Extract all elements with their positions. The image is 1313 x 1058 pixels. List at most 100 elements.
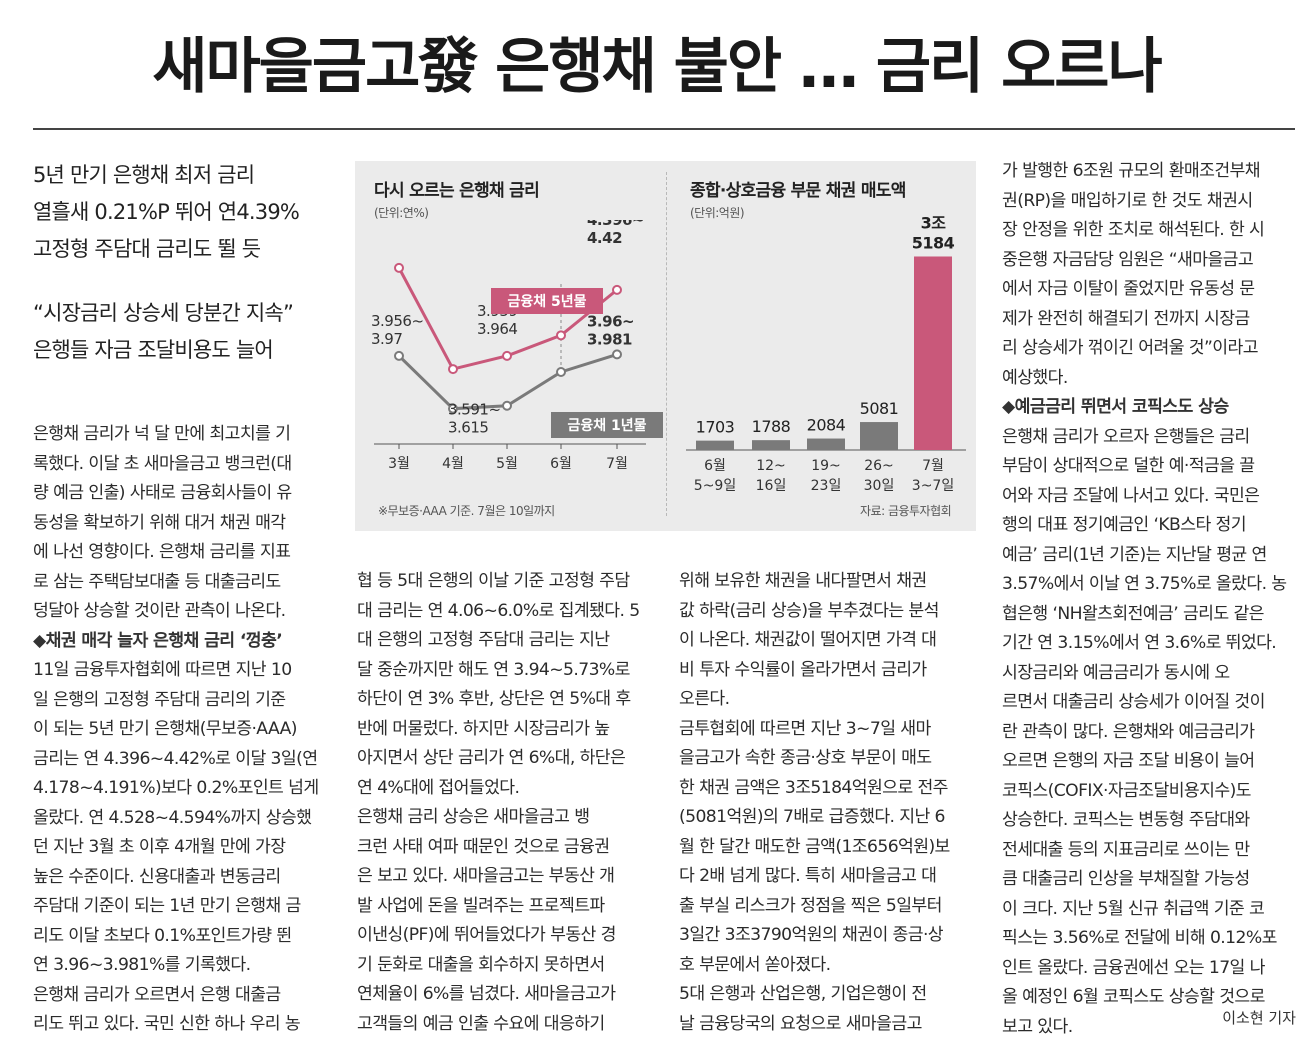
bar-value-label: 3조 5184 [912,213,955,252]
text-line: 대 은행의 고정형 주담대 금리는 지난 [357,630,610,650]
text-line: 발 사업에 돈을 빌려주는 프로젝트파 [357,895,605,916]
line-chart-note: ※무보증·AAA 기준. 7월은 10일까지 [378,504,555,518]
text-line: 11일 금융투자협회에 따르면 지난 10 [33,660,292,680]
text-line: 협은행 ‘NH왈츠회전예금’ 금리도 같은 [1002,603,1264,624]
bar-value-label: 5081 [860,399,899,418]
chart-divider [666,172,667,516]
text-line: 월 한 달간 매도한 금액(1조656억원)보 [679,836,950,857]
data-point [448,403,458,414]
headline-rule [33,128,1295,130]
text-line: 금리는 연 4.396~4.42%로 이달 3일(연 [33,748,318,769]
x-tick-label: 19~ 23일 [811,458,842,494]
text-line: 아지면서 상단 금리가 연 6%대, 하단은 [357,748,626,768]
text-line: 던 지난 3월 초 이후 4개월 만에 가장 [33,837,286,857]
text-line: 호 부문에서 쏟아졌다. [679,954,831,975]
text-line: 오른다. [679,689,730,709]
series-legend-pill [491,288,603,314]
deck-block-1: 5년 만기 은행채 최저 금리 열흘새 0.21%P 뛰어 연4.39% 고정형 주… [33,157,333,268]
text-line: 값 하락(금리 상승)을 부추겼다는 분석 [679,600,939,621]
bar [696,440,734,450]
data-point [448,364,458,375]
text-line: 달 중순까지만 해도 연 3.94~5.73%로 [357,659,630,680]
headline: 새마을금고發 은행채 불안 … 금리 오르나 [152,32,1162,102]
text-line: 연 3.96~3.981%를 기록했다. [33,955,251,975]
data-point [556,367,566,377]
text-line: 전세대출 등의 지표금리로 쓰이는 만 [1002,839,1250,860]
text-line: 크런 사태 여파 때문인 것으로 금융권 [357,836,610,857]
text-line: 연 4%대에 접어들었다. [357,777,520,798]
text-line: 비 투자 수익률이 올라가면서 금리가 [679,659,927,680]
text-line: 주담대 기준이 되는 1년 만기 은행채 금 [33,896,301,916]
text-line: 협 등 5대 은행의 이날 기준 고정형 주담 [357,571,630,591]
text-line: 반에 머물렀다. 하지만 시장금리가 높 [357,718,610,739]
bar-value-label: 1703 [696,418,735,437]
line-chart: 3월4월5월6월7월4.528~4.5943.959~3.9644.396~4.… [371,220,663,472]
x-tick-label: 7월 [606,456,628,472]
text-line: ◆채권 매각 늘자 은행채 금리 ‘껑충’ [33,630,283,651]
text-line: 날 금융당국의 요청으로 새마을금고 [679,1013,922,1034]
text-line: 기간 연 3.15%에서 연 3.6%로 뛰었다. [1002,633,1277,653]
text-line: 란 관측이 많다. 은행채와 예금금리가 [1002,721,1255,742]
text-line: 3.57%에서 이날 연 3.75%로 올랐다. 농 [1002,574,1287,594]
text-line: 예상했다. [1002,367,1068,388]
text-line: 위해 보유한 채권을 내다팔면서 채권 [679,571,927,591]
x-tick-label: 3월 [388,456,410,472]
bar-chart-source: 자료: 금융투자협회 [860,504,952,518]
text-line: 이 크다. 지난 5월 신규 취급액 기준 코 [1002,898,1265,919]
deck-block-2: “시장금리 상승세 당분간 지속” 은행들 자금 조달비용도 늘어 [33,295,333,369]
deck-line: “시장금리 상승세 당분간 지속” [33,301,294,325]
line-chart-title: 다시 오르는 은행채 금리 [374,181,540,201]
x-tick-label: 6월 5~9일 [694,458,736,494]
text-line: 리도 이달 초보다 0.1%포인트가량 뛴 [33,925,292,946]
text-line: 이 나온다. 채권값이 떨어지면 가격 대 [679,630,937,650]
text-line: 로 삼는 주택담보대출 등 대출금리도 [33,571,281,592]
text-line: 오르면 은행의 자금 조달 비용이 늘어 [1002,751,1255,771]
x-tick-label: 4월 [442,456,464,472]
text-line: 코픽스(COFIX·자금조달비용지수)도 [1002,780,1251,801]
text-line: 금투협회에 따르면 지난 3~7일 새마 [679,718,931,739]
text-line: 예금’ 금리(1년 기준)는 지난달 평균 연 [1002,544,1267,565]
article-column-2: 협 등 5대 은행의 이날 기준 고정형 주담 대 금리는 연 4.06~6.0%… [357,567,640,1039]
text-line: 상승한다. 코픽스는 변동형 주담대와 [1002,810,1250,830]
series-line [397,352,618,411]
x-tick-label: 12~ 16일 [756,458,787,494]
text-line: 은 보고 있다. 새마을금고는 부동산 개 [357,866,615,886]
data-label: 3.591~ 3.615 [448,401,501,437]
text-line: 가 발행한 6조원 규모의 환매조건부채 [1002,161,1261,181]
text-line: 은행채 금리가 넉 달 만에 최고치를 기 [33,424,291,444]
bar-chart: 1703 6월 5~9일 1788 12~ 16일 2084 19~ 23일 5081 26~ 30일… [686,213,966,494]
text-line: 출 부실 리스크가 정점을 찍은 5일부터 [679,895,942,916]
text-line: 하단이 연 3% 후반, 상단은 연 5%대 후 [357,689,631,709]
series-legend-label: 금융채 5년물 [507,294,586,310]
text-line: 고객들의 예금 인출 수요에 대응하기 [357,1013,605,1034]
text-line: 행의 대표 정기예금인 ‘KB스타 정기 [1002,515,1247,535]
text-line: 장 안정을 위한 조치로 해석된다. 한 시 [1002,220,1265,240]
text-line: 올랐다. 연 4.528~4.594%까지 상승했 [33,807,312,828]
text-line: 동성을 확보하기 위해 대거 채권 매각 [33,512,286,533]
data-label: 3.956~ 3.97 [371,312,424,348]
text-line: 픽스는 3.56%로 전달에 비해 0.12%포 [1002,928,1277,948]
text-line: 에 나선 영향이다. 은행채 금리를 지표 [33,542,291,562]
data-point [394,262,404,273]
bar [860,422,898,450]
text-line: 록했다. 이달 초 새마을금고 뱅크런(대 [33,453,292,474]
text-line: 권(RP)을 매입하기로 한 것도 채권시 [1002,190,1253,211]
deck-line: 열흘새 0.21%P 뛰어 연4.39% [33,200,300,224]
text-line: 리도 뛰고 있다. 국민 신한 하나 우리 농 [33,1014,301,1034]
x-tick-label: 6월 [550,456,572,472]
line-chart-unit: (단위:연%) [374,206,429,220]
bar-chart-title: 종합·상호금융 부문 채권 매도액 [690,181,906,201]
bar-value-label: 1788 [752,417,791,436]
text-line: ◆예금금리 뛰면서 코픽스도 상승 [1002,397,1229,417]
text-line: 제가 완전히 해결되기 전까지 시장금 [1002,308,1250,329]
text-line: 을금고가 속한 종금·상호 부문이 매도 [679,748,932,768]
byline: 이소현 기자 [1222,1009,1296,1027]
data-point [502,350,512,361]
text-line: 이낸싱(PF)에 뛰어들었다가 부동산 경 [357,925,616,945]
text-line: 기 둔화로 대출을 회수하지 못하면서 [357,954,605,975]
text-line: 높은 수준이다. 신용대출과 변동금리 [33,866,281,887]
data-point [612,349,622,360]
